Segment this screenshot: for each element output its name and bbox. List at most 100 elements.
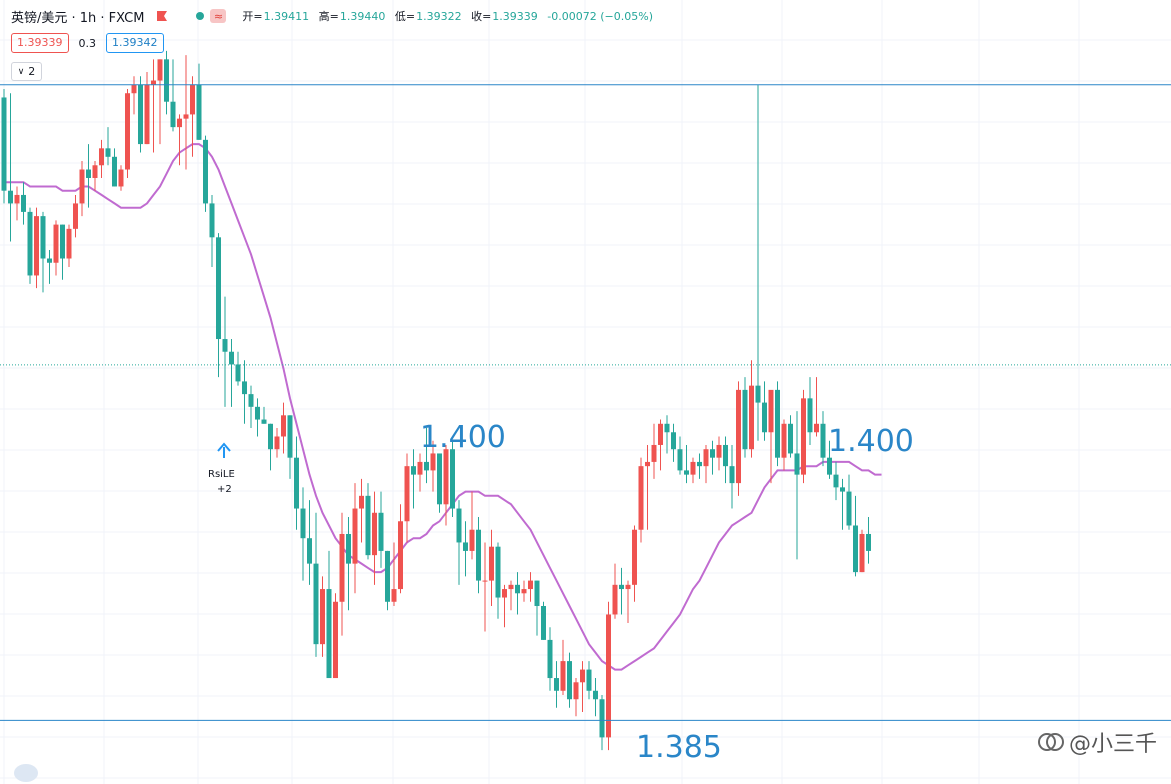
- candle[interactable]: [125, 88, 130, 178]
- candle[interactable]: [222, 296, 228, 407]
- candle[interactable]: [235, 351, 241, 386]
- candle[interactable]: [274, 428, 280, 458]
- candle[interactable]: [92, 161, 98, 191]
- candle[interactable]: [515, 572, 520, 615]
- candle[interactable]: [112, 148, 117, 187]
- candle[interactable]: [788, 415, 793, 458]
- candle[interactable]: [14, 186, 20, 221]
- candle[interactable]: [521, 580, 527, 602]
- candle[interactable]: [664, 415, 670, 454]
- candle[interactable]: [690, 457, 696, 484]
- candle[interactable]: [619, 567, 624, 615]
- candle[interactable]: [833, 461, 839, 501]
- candle[interactable]: [339, 512, 345, 636]
- candle[interactable]: [638, 457, 644, 543]
- candle[interactable]: [586, 661, 592, 700]
- candle[interactable]: [424, 428, 429, 484]
- candle[interactable]: [164, 50, 169, 115]
- candle[interactable]: [645, 444, 650, 530]
- candle[interactable]: [8, 93, 13, 242]
- candle[interactable]: [547, 627, 553, 691]
- candle[interactable]: [560, 639, 566, 696]
- candle[interactable]: [729, 444, 735, 509]
- candle[interactable]: [255, 398, 260, 437]
- candle[interactable]: [203, 135, 208, 212]
- candle[interactable]: [359, 478, 364, 543]
- candle[interactable]: [567, 652, 572, 708]
- candle[interactable]: [27, 207, 33, 284]
- candle[interactable]: [118, 165, 124, 191]
- candle[interactable]: [742, 377, 748, 458]
- candle[interactable]: [99, 139, 104, 178]
- candle[interactable]: [365, 483, 371, 560]
- candle[interactable]: [658, 419, 663, 471]
- candle[interactable]: [482, 542, 488, 632]
- logo-icon[interactable]: [14, 764, 38, 782]
- candle[interactable]: [827, 440, 832, 479]
- candle[interactable]: [333, 593, 338, 679]
- candle[interactable]: [528, 572, 533, 602]
- candle[interactable]: [476, 517, 481, 594]
- candle[interactable]: [138, 76, 143, 153]
- candle[interactable]: [866, 517, 871, 564]
- candle[interactable]: [456, 500, 462, 585]
- candle[interactable]: [346, 517, 351, 611]
- candle[interactable]: [60, 224, 65, 280]
- candle[interactable]: [40, 211, 46, 293]
- candle[interactable]: [73, 194, 78, 238]
- candle[interactable]: [131, 76, 137, 115]
- candle[interactable]: [170, 59, 176, 132]
- candle[interactable]: [1, 88, 7, 204]
- candle[interactable]: [684, 444, 689, 484]
- candle[interactable]: [651, 423, 657, 479]
- candle[interactable]: [573, 678, 579, 717]
- candle[interactable]: [151, 59, 156, 153]
- candle[interactable]: [430, 440, 436, 492]
- candle[interactable]: [229, 339, 234, 407]
- candle[interactable]: [53, 220, 59, 276]
- candle[interactable]: [599, 695, 605, 751]
- candle[interactable]: [580, 661, 585, 712]
- candle[interactable]: [398, 504, 403, 594]
- candle[interactable]: [469, 491, 475, 560]
- candle[interactable]: [710, 440, 715, 475]
- candle[interactable]: [443, 444, 449, 526]
- candle[interactable]: [794, 411, 800, 560]
- candle[interactable]: [105, 127, 111, 166]
- candle[interactable]: [352, 483, 358, 594]
- candle[interactable]: [320, 576, 325, 657]
- candle[interactable]: [495, 542, 501, 619]
- candle[interactable]: [86, 144, 91, 208]
- candle[interactable]: [216, 233, 221, 378]
- candle[interactable]: [47, 250, 52, 284]
- candle[interactable]: [268, 423, 273, 471]
- candle[interactable]: [768, 389, 774, 484]
- candle[interactable]: [294, 436, 299, 530]
- candle[interactable]: [177, 114, 182, 166]
- candle[interactable]: [593, 678, 598, 717]
- candle[interactable]: [437, 453, 442, 513]
- candle[interactable]: [723, 436, 728, 484]
- candle[interactable]: [716, 436, 722, 471]
- candle[interactable]: [66, 224, 72, 267]
- candle[interactable]: [300, 487, 306, 581]
- candle[interactable]: [814, 377, 819, 437]
- moving-average-line[interactable]: [4, 143, 882, 671]
- candle[interactable]: [190, 76, 195, 157]
- candle[interactable]: [820, 411, 826, 467]
- sell-price-button[interactable]: 1.39339: [11, 33, 69, 53]
- candle[interactable]: [34, 207, 39, 289]
- candle[interactable]: [417, 453, 423, 492]
- candle[interactable]: [248, 385, 254, 429]
- candle[interactable]: [625, 580, 631, 623]
- candle[interactable]: [391, 542, 397, 607]
- candle[interactable]: [840, 478, 845, 530]
- candle[interactable]: [846, 474, 852, 530]
- candle[interactable]: [801, 389, 806, 484]
- candle[interactable]: [287, 415, 293, 479]
- candle[interactable]: [450, 440, 455, 518]
- buy-price-button[interactable]: 1.39342: [106, 33, 164, 53]
- wave-icon[interactable]: ≈: [210, 9, 227, 23]
- candle[interactable]: [21, 182, 26, 225]
